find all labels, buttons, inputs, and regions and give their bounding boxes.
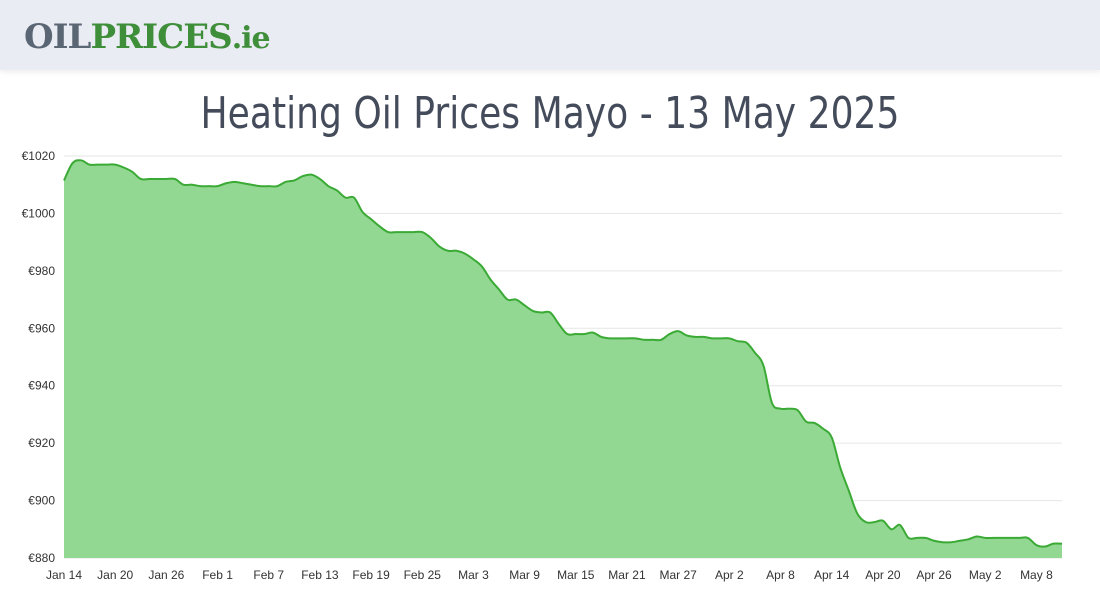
x-tick-label: Mar 9 [509, 568, 540, 582]
x-tick-label: Mar 27 [659, 568, 697, 582]
logo-text-ie: .ie [231, 21, 271, 56]
x-tick-label: May 8 [1020, 568, 1053, 582]
x-tick-label: Mar 21 [608, 568, 646, 582]
x-tick-label: Apr 20 [865, 568, 901, 582]
y-tick-label: €920 [28, 436, 55, 450]
page-title: Heating Oil Prices Mayo - 13 May 2025 [200, 88, 900, 139]
y-tick-label: €900 [28, 494, 55, 508]
x-tick-label: May 2 [969, 568, 1002, 582]
x-tick-label: Apr 8 [766, 568, 795, 582]
x-tick-label: Apr 2 [715, 568, 744, 582]
chart-area-series [63, 159, 1063, 558]
x-tick-label: Feb 19 [352, 568, 390, 582]
y-tick-label: €980 [28, 264, 55, 278]
logo-text-prices: PRICES [90, 17, 232, 57]
x-tick-label: Feb 1 [202, 568, 233, 582]
y-tick-label: €1020 [22, 149, 56, 163]
y-tick-label: €960 [28, 321, 55, 335]
x-tick-label: Jan 20 [97, 568, 133, 582]
x-tick-label: Feb 7 [253, 568, 284, 582]
x-tick-label: Jan 26 [148, 568, 184, 582]
x-tick-label: Jan 14 [46, 568, 82, 582]
x-tick-label: Mar 15 [557, 568, 595, 582]
x-tick-label: Feb 13 [301, 568, 339, 582]
area-fill [64, 160, 1062, 558]
x-tick-label: Mar 3 [458, 568, 489, 582]
logo-text-oil: OIL [24, 17, 91, 57]
site-logo[interactable]: OILPRICES.ie [24, 14, 271, 62]
y-tick-label: €940 [28, 379, 55, 393]
y-tick-label: €880 [28, 551, 55, 565]
y-tick-label: €1000 [22, 206, 56, 220]
x-axis-labels: Jan 14 Jan 20 Jan 26 Feb 1 Feb 7 Feb 13 Feb 19… [46, 568, 1053, 582]
x-tick-label: Feb 25 [404, 568, 442, 582]
y-axis-labels: €880 €900 €920 €940 €960 €980 €1000 €1020 [22, 149, 56, 565]
series-line[interactable] [63, 159, 1063, 548]
x-tick-label: Apr 14 [814, 568, 850, 582]
x-tick-label: Apr 26 [916, 568, 952, 582]
site-header: OILPRICES.ie [0, 0, 1100, 70]
